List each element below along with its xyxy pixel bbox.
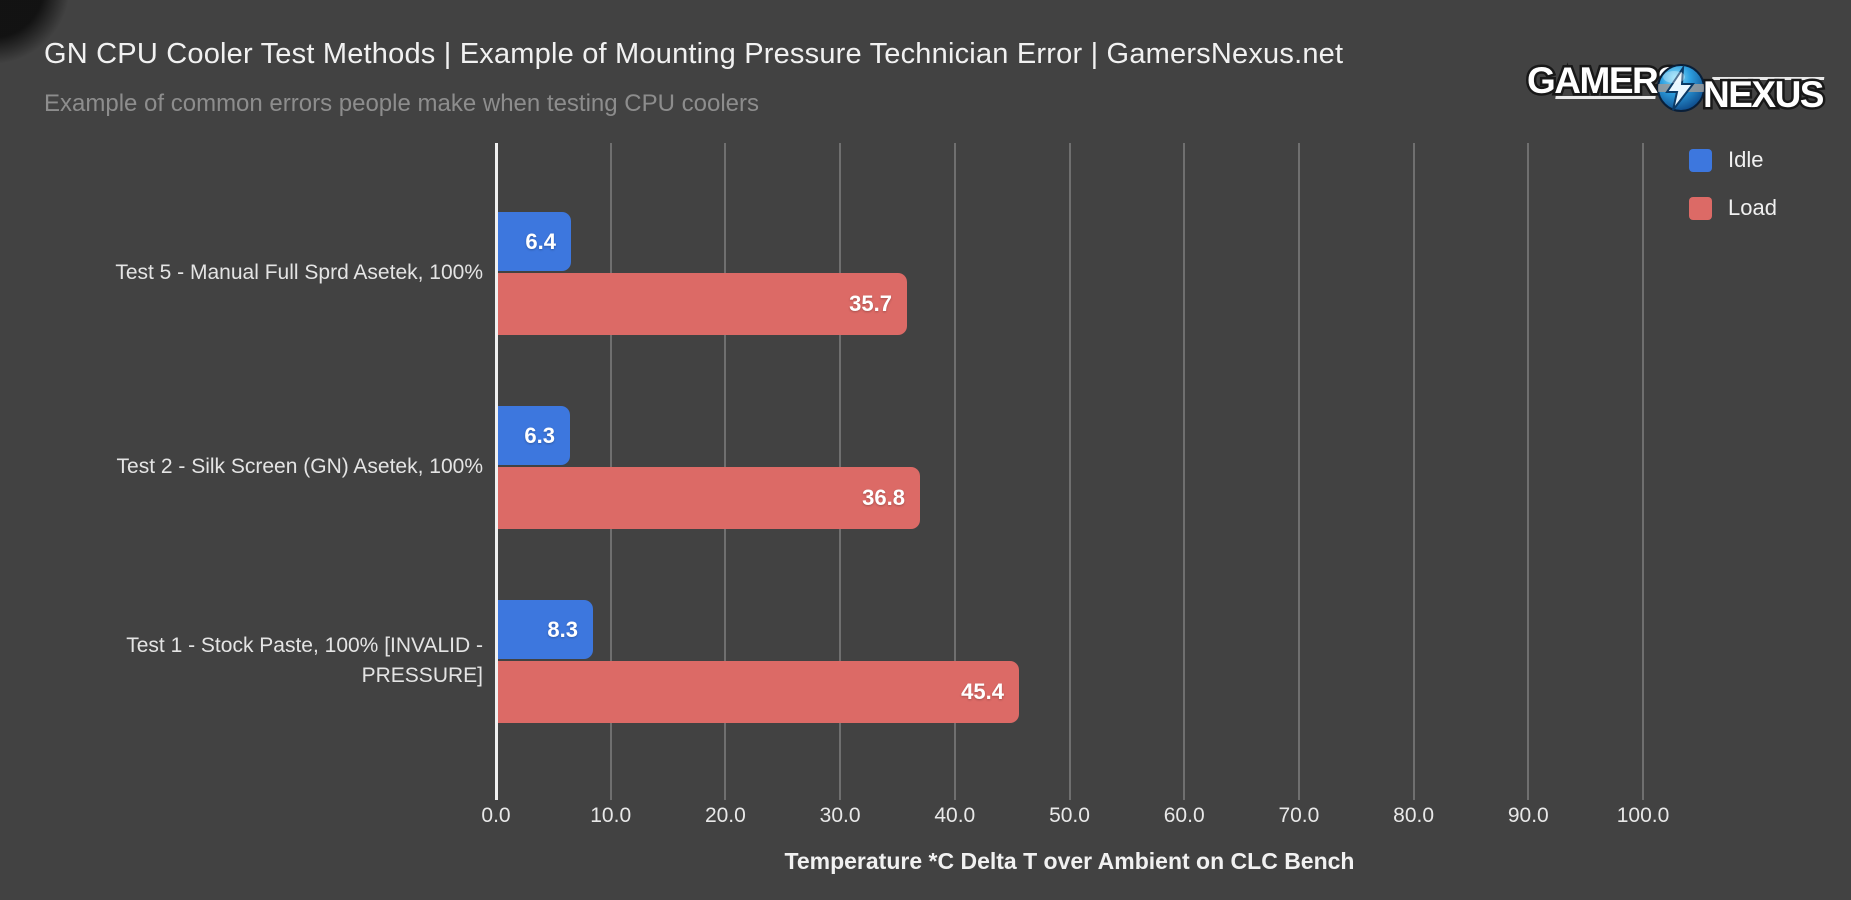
gamersnexus-logo-graphic: GAMERS NEXUS [1525,58,1828,118]
gridline [1642,143,1644,800]
logo-underline-left [1555,96,1656,99]
x-axis-title: Temperature *C Delta T over Ambient on C… [784,848,1355,874]
bar-value-label: 8.3 [547,616,578,642]
category-label: Test 1 - Stock Paste, 100% [INVALID - PR… [126,634,483,687]
x-tick-label: 20.0 [704,804,746,827]
gridline [1068,143,1071,800]
zero-axis-line [495,143,498,800]
x-tick-label: 0.0 [481,804,511,827]
bar-load: 45.4 [498,661,1019,723]
bar-idle: 8.3 [498,600,593,659]
x-tick-label: 30.0 [819,804,861,827]
x-tick-label: 40.0 [934,804,976,827]
legend-label-load: Load [1728,195,1777,220]
gridline [1527,143,1530,800]
legend-item-load: Load [1689,195,1777,221]
bar-value-label: 36.8 [862,485,905,510]
gridline [953,143,956,800]
bar-value-label: 45.4 [961,679,1004,704]
category-label: Test 2 - Silk Screen (GN) Asetek, 100% [116,455,483,478]
gridline [1297,143,1300,800]
idle-swatch-icon [1689,148,1712,172]
logo-lightning-n-icon [1665,64,1696,111]
bar-value-label: 6.3 [524,422,555,448]
bar-idle: 6.4 [498,212,571,271]
gamersnexus-logo: GAMERS NEXUS [1525,44,1835,128]
x-tick-label: 70.0 [1278,804,1320,827]
bar-idle: 6.3 [498,406,570,465]
logo-underline-right [1711,77,1825,80]
x-tick-label: 10.0 [590,804,632,827]
gridline [1412,143,1415,800]
gridline [1183,143,1186,800]
chart-title: GN CPU Cooler Test Methods | Example of … [44,38,1344,70]
bar-load: 35.7 [498,273,907,335]
legend-item-idle: Idle [1689,147,1777,173]
legend: Idle Load [1689,147,1777,221]
load-swatch-icon [1689,196,1712,220]
x-tick-label: 100.0 [1616,804,1670,827]
x-tick-label: 50.0 [1049,804,1090,827]
legend-label-idle: Idle [1728,147,1764,172]
x-tick-label: 90.0 [1507,804,1549,827]
x-tick-label: 60.0 [1163,804,1205,827]
bar-value-label: 6.4 [525,228,556,254]
bar-value-label: 35.7 [849,291,892,316]
x-tick-label: 80.0 [1393,804,1435,827]
chart-subtitle: Example of common errors people make whe… [44,90,759,117]
logo-word-nexus: NEXUS [1703,74,1824,115]
bar-load: 36.8 [498,467,920,529]
category-label: Test 5 - Manual Full Sprd Asetek, 100% [115,261,483,284]
